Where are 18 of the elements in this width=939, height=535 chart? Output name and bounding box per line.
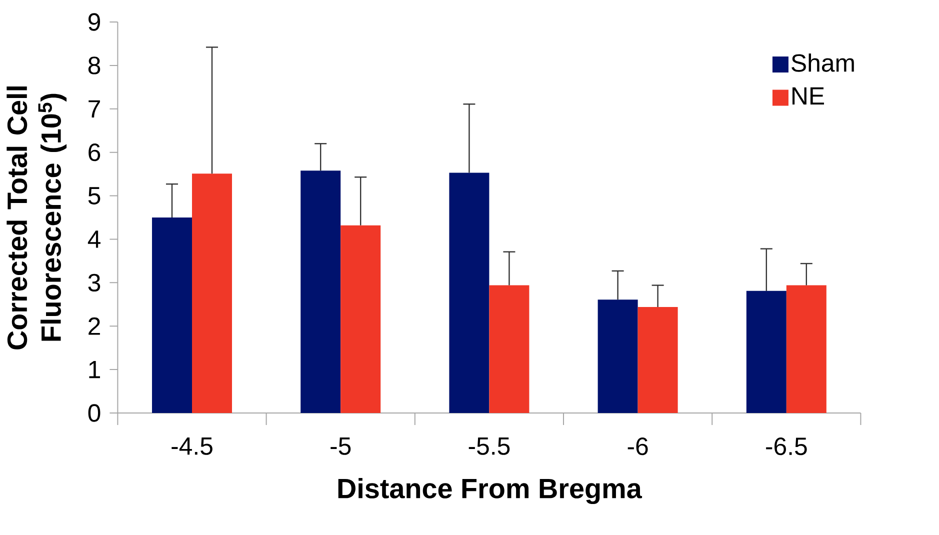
y-tick-label: 1 bbox=[89, 360, 100, 378]
y-tick-label: 0 bbox=[88, 404, 100, 422]
x-axis-title: Distance From Bregma bbox=[338, 478, 642, 504]
x-tick-label: -6 bbox=[628, 438, 648, 456]
legend-label: Sham bbox=[792, 54, 854, 72]
x-tick-label: -4.5 bbox=[172, 437, 212, 455]
x-tick-label: -5.5 bbox=[468, 437, 510, 455]
x-tick-label: -5 bbox=[330, 437, 351, 455]
y-tick-label: 6 bbox=[88, 144, 100, 162]
y-tick-label: 5 bbox=[88, 187, 100, 204]
legend-label: NE bbox=[792, 87, 824, 104]
y-tick-label: 4 bbox=[88, 230, 100, 248]
y-tick-label: 8 bbox=[88, 56, 100, 74]
y-tick-label: 3 bbox=[88, 274, 100, 292]
y-tick-label: 2 bbox=[88, 317, 100, 335]
x-tick-label: -6.5 bbox=[766, 438, 807, 456]
y-tick-label: 9 bbox=[88, 13, 100, 31]
y-tick-label: 7 bbox=[88, 100, 100, 118]
